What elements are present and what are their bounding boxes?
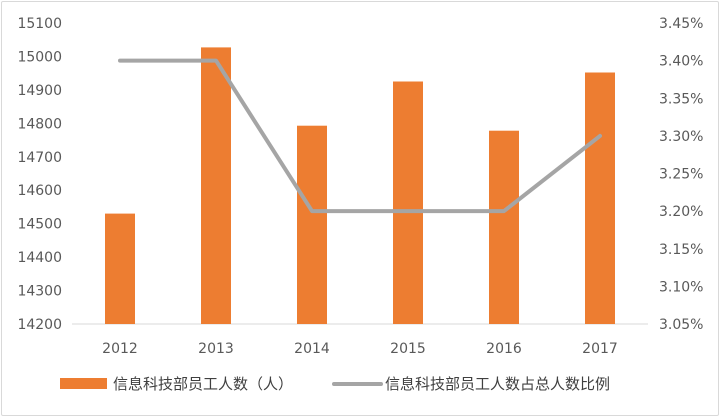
x-tick-2015: 2015	[390, 341, 426, 357]
bar-2014	[297, 125, 327, 324]
ratio-line-series	[118, 58, 602, 214]
y-left-tick: 14800	[17, 116, 62, 132]
bar-2013	[201, 47, 231, 325]
y-left-tick: 14900	[17, 83, 62, 99]
bar-2012	[105, 213, 135, 324]
bar-2017	[585, 72, 615, 324]
x-tick-2017: 2017	[582, 341, 618, 357]
y-right-tick: 3.40%	[659, 54, 703, 70]
x-tick-2012: 2012	[102, 341, 138, 357]
x-tick-2016: 2016	[486, 341, 522, 357]
x-tick-2014: 2014	[294, 341, 330, 357]
y-left-tick: 14700	[17, 150, 62, 166]
y-right-tick: 3.10%	[659, 279, 703, 295]
y-left-tick: 15100	[17, 16, 62, 32]
y-left-tick: 14600	[17, 183, 62, 199]
legend-bar-swatch	[60, 378, 107, 389]
y-right-tick: 3.25%	[659, 167, 703, 183]
y-left-tick: 14400	[17, 250, 62, 266]
bar-2015	[393, 81, 423, 324]
y-right-tick: 3.30%	[659, 129, 703, 145]
y-left-tick-labels: 14200 14300 14400 14500 14600 14700 14800 14900…	[17, 16, 62, 333]
y-right-tick: 3.15%	[659, 242, 703, 258]
y-left-tick: 14500	[17, 217, 62, 233]
x-tick-2013: 2013	[198, 341, 234, 357]
legend: 信息科技部员工人数（人） 信息科技部员工人数占总人数比例	[60, 375, 610, 393]
legend-bar-label: 信息科技部员工人数（人）	[113, 375, 293, 393]
y-right-tick-labels: 3.05% 3.10% 3.15% 3.20% 3.25% 3.30% 3.35% 3.40%…	[659, 16, 703, 333]
y-left-tick: 14300	[17, 284, 62, 300]
y-left-tick: 15000	[17, 49, 62, 65]
x-tick-labels: 2012 2013 2014 2015 2016 2017	[102, 341, 618, 357]
bar-series	[105, 47, 615, 325]
y-right-tick: 3.20%	[659, 204, 703, 220]
y-right-tick: 3.05%	[659, 317, 703, 333]
y-right-tick: 3.35%	[659, 91, 703, 107]
y-left-tick: 14200	[17, 317, 62, 333]
y-right-tick: 3.45%	[659, 16, 703, 32]
bar-2016	[489, 130, 519, 324]
legend-line-label: 信息科技部员工人数占总人数比例	[385, 375, 610, 393]
